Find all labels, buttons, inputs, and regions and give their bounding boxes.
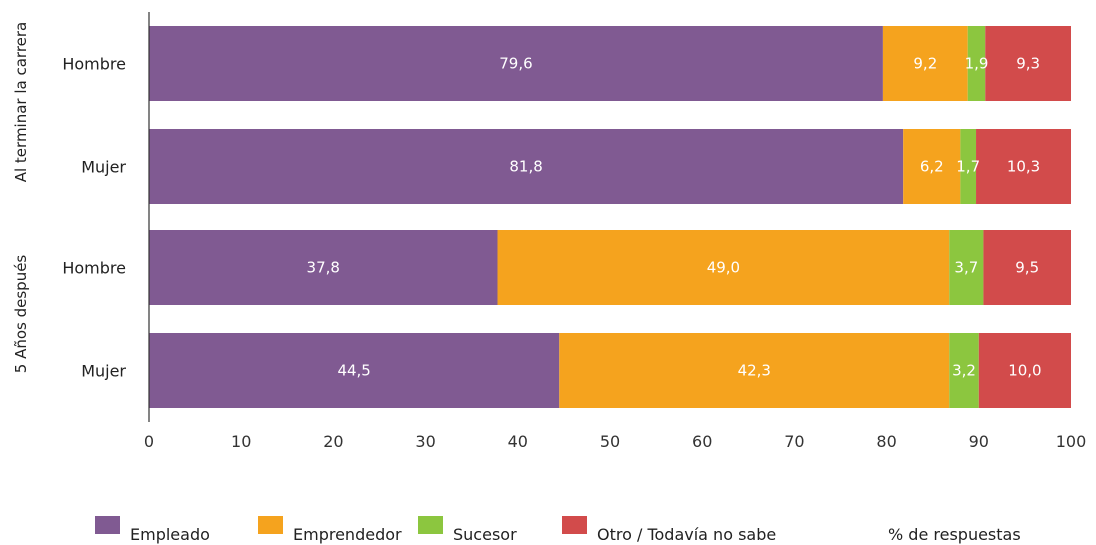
legend-label: Emprendedor bbox=[293, 525, 402, 544]
data-label: 1,9 bbox=[965, 55, 989, 73]
legend-swatch bbox=[562, 516, 587, 534]
x-tick-label: 0 bbox=[144, 432, 154, 451]
x-tick-label: 70 bbox=[784, 432, 804, 451]
data-label: 3,2 bbox=[952, 362, 976, 380]
legend-label: Otro / Todavía no sabe bbox=[597, 525, 776, 544]
data-label: 6,2 bbox=[920, 158, 944, 176]
category-label: Hombre bbox=[62, 259, 126, 278]
x-tick-label: 40 bbox=[508, 432, 528, 451]
data-label: 10,3 bbox=[1007, 158, 1040, 176]
bar-empleado-0 bbox=[149, 26, 883, 101]
data-label: 37,8 bbox=[307, 259, 340, 277]
x-tick-label: 100 bbox=[1056, 432, 1087, 451]
data-label: 9,5 bbox=[1015, 259, 1039, 277]
unit-note: % de respuestas bbox=[888, 525, 1021, 544]
legend-swatch bbox=[258, 516, 283, 534]
x-tick-label: 30 bbox=[415, 432, 435, 451]
bar-empleado-1 bbox=[149, 129, 904, 204]
category-labels: Hombre Mujer Hombre Mujer bbox=[62, 55, 126, 381]
data-label: 9,2 bbox=[913, 55, 937, 73]
group-label: 5 Años después bbox=[12, 255, 30, 374]
bar-sucesor-2 bbox=[949, 230, 984, 305]
category-label: Mujer bbox=[81, 362, 126, 381]
x-tick-label: 10 bbox=[231, 432, 251, 451]
data-label: 49,0 bbox=[707, 259, 740, 277]
bar-emprendedor-3 bbox=[559, 333, 950, 408]
bar-sucesor-0 bbox=[967, 26, 986, 101]
group-label: Al terminar la carrera bbox=[12, 22, 30, 183]
x-tick-label: 60 bbox=[692, 432, 712, 451]
bar-otro-todav-a-no-sabe-1 bbox=[976, 129, 1071, 204]
group-labels: Al terminar la carrera 5 Años después bbox=[12, 22, 30, 374]
legend-swatch bbox=[418, 516, 443, 534]
x-tick-label: 20 bbox=[323, 432, 343, 451]
x-axis-ticks: 0 10 20 30 40 50 60 70 80 90 100 bbox=[144, 432, 1086, 451]
category-label: Mujer bbox=[81, 158, 126, 177]
data-label: 44,5 bbox=[337, 362, 370, 380]
bar-emprendedor-2 bbox=[497, 230, 950, 305]
bar-empleado-2 bbox=[149, 230, 498, 305]
bar-empleado-3 bbox=[149, 333, 560, 408]
data-label: 81,8 bbox=[509, 158, 542, 176]
data-label: 1,7 bbox=[956, 158, 980, 176]
bar-sucesor-3 bbox=[949, 333, 979, 408]
legend-label: Sucesor bbox=[453, 525, 517, 544]
category-label: Hombre bbox=[62, 55, 126, 74]
legend: Empleado Emprendedor Sucesor Otro / Todavía… bbox=[95, 516, 776, 544]
data-label: 79,6 bbox=[499, 55, 532, 73]
bar-otro-todav-a-no-sabe-3 bbox=[978, 333, 1071, 408]
bar-otro-todav-a-no-sabe-0 bbox=[985, 26, 1071, 101]
x-tick-label: 80 bbox=[876, 432, 896, 451]
x-tick-label: 90 bbox=[969, 432, 989, 451]
data-label: 3,7 bbox=[954, 259, 978, 277]
legend-swatch bbox=[95, 516, 120, 534]
x-tick-label: 50 bbox=[600, 432, 620, 451]
data-label-layer: 79,6 9,2 1,9 9,3 81,8 6,2 1,7 10,3 37,8 49,0 3,7 9,… bbox=[307, 55, 1042, 380]
data-label: 10,0 bbox=[1008, 362, 1041, 380]
bar-emprendedor-1 bbox=[903, 129, 961, 204]
legend-label: Empleado bbox=[130, 525, 210, 544]
bar-layer bbox=[149, 26, 1071, 408]
bar-sucesor-1 bbox=[960, 129, 977, 204]
data-label: 9,3 bbox=[1016, 55, 1040, 73]
data-label: 42,3 bbox=[738, 362, 771, 380]
bar-emprendedor-0 bbox=[882, 26, 968, 101]
bar-otro-todav-a-no-sabe-2 bbox=[983, 230, 1071, 305]
